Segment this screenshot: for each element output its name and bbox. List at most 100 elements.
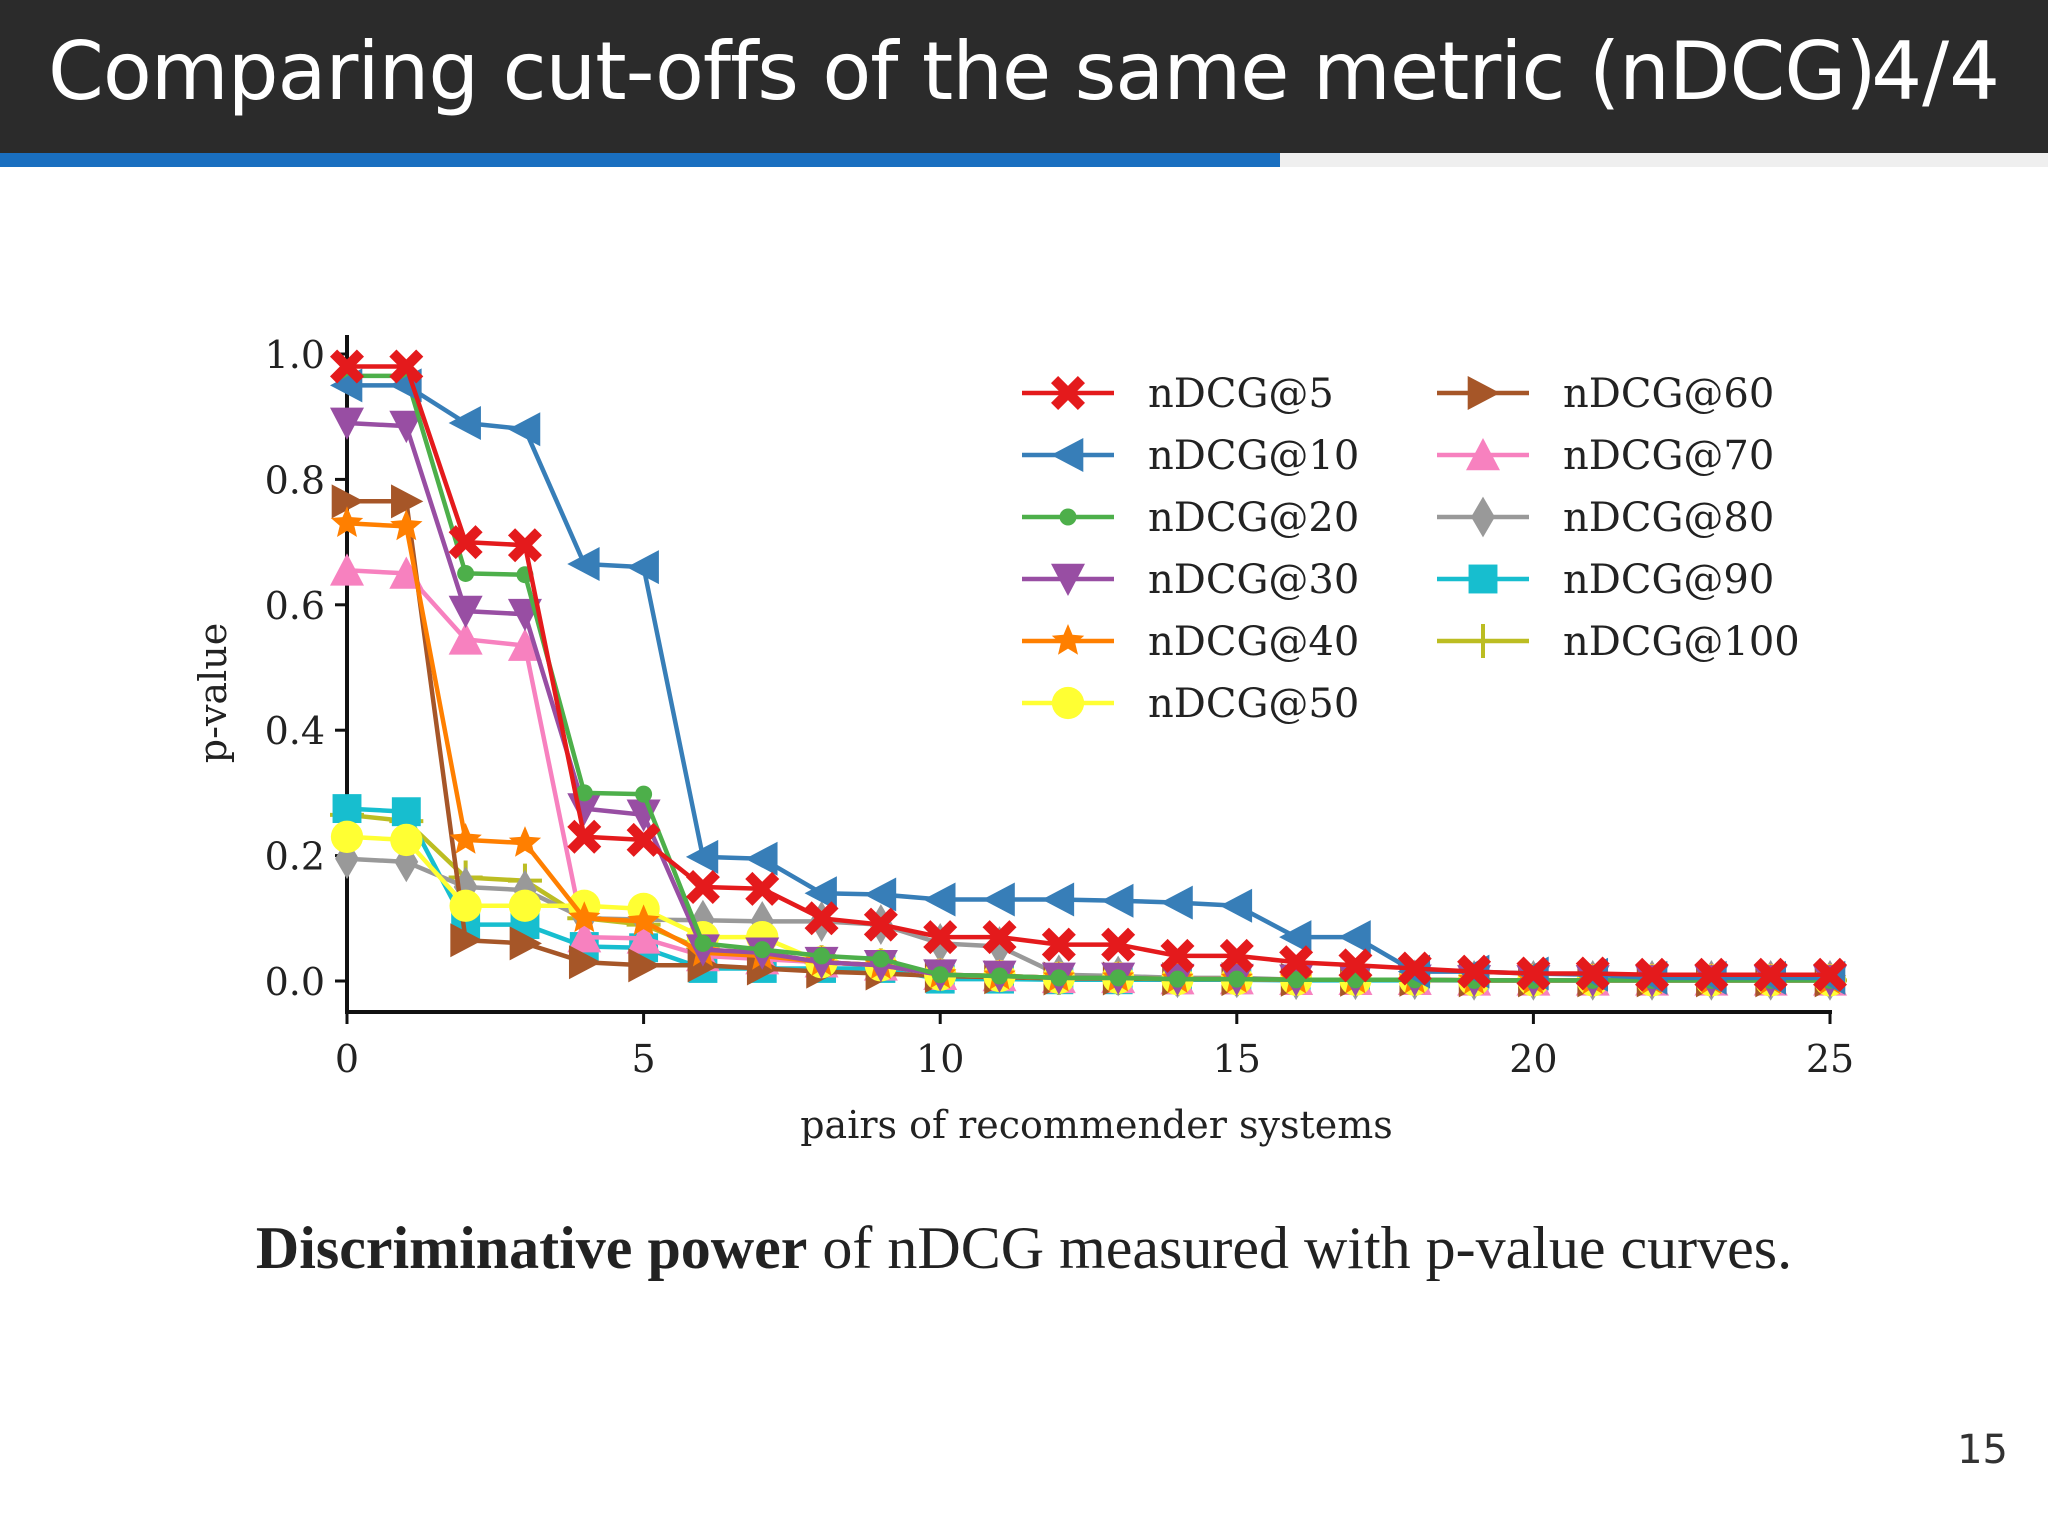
x-tick-label: 5 — [632, 1037, 656, 1081]
legend-marker — [1467, 376, 1500, 410]
data-point — [332, 794, 362, 824]
data-point — [1287, 971, 1305, 989]
y-axis-label: p-value — [191, 623, 235, 763]
data-point — [507, 528, 542, 563]
legend-label: nDCG@100 — [1563, 619, 1800, 665]
data-point — [1050, 969, 1068, 987]
data-point — [1397, 951, 1432, 986]
legend-label: nDCG@50 — [1148, 681, 1359, 727]
data-point — [626, 550, 659, 585]
data-point — [1219, 888, 1253, 923]
data-point — [872, 950, 890, 968]
data-point — [568, 945, 602, 980]
data-point — [507, 628, 542, 661]
data-point — [1109, 969, 1127, 987]
data-point — [1041, 882, 1075, 917]
data-point — [449, 822, 482, 854]
legend-marker — [1051, 438, 1084, 472]
legend-item: nDCG@80 — [1437, 495, 1774, 541]
data-point — [457, 564, 475, 582]
data-point — [1101, 883, 1134, 918]
legend-item: nDCG@10 — [1022, 433, 1359, 479]
data-point — [448, 595, 483, 629]
caption: Discriminative power of nDCG measured wi… — [0, 1208, 2048, 1288]
data-point — [1338, 920, 1371, 955]
legend-label: nDCG@40 — [1148, 619, 1359, 665]
data-point — [568, 901, 601, 933]
data-point — [694, 934, 712, 952]
legend-marker — [1051, 376, 1085, 410]
caption-rest: of nDCG measured with p-value curves. — [807, 1215, 1793, 1281]
legend-marker — [1059, 508, 1077, 526]
data-point — [390, 509, 423, 541]
data-point — [1160, 938, 1195, 973]
x-tick-label: 25 — [1806, 1037, 1854, 1081]
data-point — [628, 948, 661, 983]
data-point — [1516, 956, 1551, 991]
data-point — [449, 889, 482, 922]
legend-item: nDCG@5 — [1022, 371, 1334, 417]
data-point — [982, 920, 1017, 955]
data-point — [330, 407, 364, 440]
data-point — [391, 484, 424, 519]
data-point — [626, 799, 661, 832]
legend-label: nDCG@5 — [1148, 371, 1334, 417]
data-point — [1101, 927, 1136, 962]
legend-item: nDCG@20 — [1022, 495, 1359, 541]
y-tick-label: 0.4 — [265, 709, 325, 753]
data-point — [626, 921, 661, 954]
data-point — [635, 785, 653, 803]
slide-number: 15 — [1957, 1427, 2008, 1473]
data-point — [745, 871, 780, 906]
data-point — [567, 920, 602, 953]
legend: nDCG@5 nDCG@10 nDCG@20 nDCG@30 nDCG@40 nDCG@5… — [1022, 371, 1800, 727]
data-point — [1338, 948, 1373, 983]
legend-marker — [1051, 624, 1085, 655]
data-point — [863, 877, 897, 912]
data-point — [394, 841, 419, 883]
legend-item: nDCG@40 — [1022, 619, 1359, 665]
legend-marker — [1051, 686, 1085, 720]
progress-bar — [0, 153, 2048, 167]
x-axis-label: pairs of recommender systems — [800, 1103, 1393, 1147]
data-point — [448, 622, 483, 655]
data-point — [627, 904, 660, 936]
data-point — [1457, 954, 1492, 989]
legend-label: nDCG@70 — [1563, 433, 1774, 479]
y-tick-label: 0.6 — [265, 584, 325, 628]
legend-label: nDCG@90 — [1563, 557, 1774, 603]
y-tick-label: 0.0 — [265, 960, 325, 1004]
legend-marker — [1468, 564, 1498, 594]
data-point — [1219, 938, 1254, 973]
legend-label: nDCG@60 — [1563, 371, 1774, 417]
legend-item: nDCG@70 — [1437, 433, 1774, 479]
data-point — [804, 901, 839, 936]
data-point — [1813, 957, 1847, 992]
data-point — [330, 553, 364, 586]
slide-header: Comparing cut-offs of the same metric (n… — [0, 0, 2048, 153]
data-point — [923, 920, 958, 955]
y-tick-label: 0.2 — [265, 835, 325, 879]
legend-item: nDCG@50 — [1022, 681, 1359, 727]
data-point — [389, 410, 424, 444]
data-point — [448, 405, 481, 440]
legend-item: nDCG@100 — [1437, 619, 1800, 665]
legend-item: nDCG@90 — [1437, 557, 1774, 603]
data-point — [575, 784, 593, 802]
data-point — [1575, 956, 1610, 991]
data-point — [330, 506, 364, 537]
data-point — [863, 907, 898, 942]
legend-label: nDCG@30 — [1148, 557, 1359, 603]
data-point — [509, 926, 542, 961]
series-ndcg-50 — [330, 820, 1847, 997]
data-point — [685, 839, 719, 874]
data-point — [1228, 970, 1246, 988]
data-point — [982, 882, 1015, 917]
data-point — [991, 967, 1009, 985]
data-point — [448, 525, 483, 560]
x-tick-label: 15 — [1213, 1037, 1261, 1081]
data-point — [567, 547, 600, 582]
data-point — [931, 966, 949, 984]
data-point — [1160, 885, 1193, 920]
data-point — [450, 923, 483, 958]
